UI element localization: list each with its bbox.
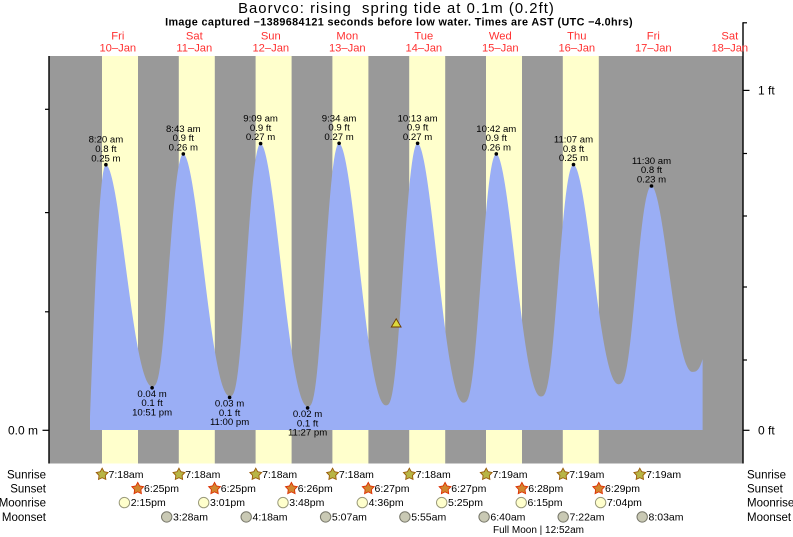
svg-text:0.26 m: 0.26 m [169, 143, 198, 154]
svg-text:7:18am: 7:18am [339, 469, 374, 481]
svg-text:Fri: Fri [647, 30, 660, 42]
svg-text:Sunrise: Sunrise [747, 469, 786, 481]
svg-text:7:04pm: 7:04pm [607, 497, 642, 509]
svg-text:10:42 am: 10:42 am [476, 124, 516, 135]
svg-text:Moonrise: Moonrise [0, 498, 46, 510]
svg-text:11–Jan: 11–Jan [176, 43, 212, 55]
svg-text:7:22am: 7:22am [570, 512, 605, 524]
svg-text:6:27pm: 6:27pm [375, 483, 410, 495]
svg-text:Moonrise: Moonrise [747, 498, 793, 510]
svg-text:Full Moon | 12:52am: Full Moon | 12:52am [493, 525, 584, 536]
svg-text:Fri: Fri [111, 30, 124, 42]
svg-text:14–Jan: 14–Jan [405, 43, 442, 55]
svg-text:0.23 m: 0.23 m [637, 175, 666, 186]
svg-text:0.26 m: 0.26 m [482, 143, 511, 154]
svg-text:Thu: Thu [567, 30, 586, 42]
svg-text:0.27 m: 0.27 m [324, 132, 353, 143]
svg-text:Wed: Wed [489, 30, 512, 42]
svg-text:7:18am: 7:18am [185, 469, 220, 481]
svg-text:10:51 pm: 10:51 pm [132, 408, 172, 419]
svg-text:12–Jan: 12–Jan [252, 43, 289, 55]
svg-text:4:18am: 4:18am [253, 512, 288, 524]
svg-text:Sun: Sun [261, 30, 281, 42]
svg-text:0.9 ft: 0.9 ft [250, 123, 272, 134]
svg-text:0.27 m: 0.27 m [246, 132, 275, 143]
svg-text:3:28am: 3:28am [173, 512, 208, 524]
svg-text:6:25pm: 6:25pm [144, 483, 179, 495]
svg-text:Baorvco: rising spring tide a: Baorvco: rising spring tide at 0.1m (0.2… [238, 1, 555, 17]
svg-text:6:15pm: 6:15pm [528, 497, 563, 509]
svg-text:0.02 m: 0.02 m [293, 409, 322, 420]
svg-text:Sat: Sat [186, 30, 204, 42]
svg-text:Moonset: Moonset [2, 512, 47, 524]
svg-text:8:20 am: 8:20 am [89, 135, 124, 146]
svg-text:6:26pm: 6:26pm [298, 483, 333, 495]
svg-text:0.1 ft: 0.1 ft [141, 398, 163, 409]
svg-text:6:28pm: 6:28pm [528, 483, 563, 495]
svg-text:16–Jan: 16–Jan [558, 43, 595, 55]
svg-text:10–Jan: 10–Jan [99, 43, 136, 55]
svg-text:6:27pm: 6:27pm [451, 483, 486, 495]
svg-text:10:13 am: 10:13 am [398, 113, 438, 124]
svg-text:9:09 am: 9:09 am [243, 114, 278, 125]
svg-text:18–Jan: 18–Jan [711, 43, 748, 55]
svg-text:Moonset: Moonset [747, 512, 792, 524]
svg-text:Sat: Sat [721, 30, 739, 42]
svg-text:11:30 am: 11:30 am [632, 156, 671, 167]
svg-text:7:18am: 7:18am [109, 469, 144, 481]
svg-text:5:25pm: 5:25pm [448, 497, 483, 509]
svg-text:8:03am: 8:03am [649, 512, 684, 524]
svg-text:0.9 ft: 0.9 ft [486, 133, 508, 144]
svg-text:Tue: Tue [414, 30, 433, 42]
svg-text:7:19am: 7:19am [569, 469, 604, 481]
svg-text:0.9 ft: 0.9 ft [407, 123, 429, 134]
svg-text:1 ft: 1 ft [758, 84, 775, 98]
svg-text:9:34 am: 9:34 am [322, 113, 357, 124]
svg-text:11:00 pm: 11:00 pm [210, 417, 249, 428]
svg-text:5:07am: 5:07am [332, 512, 367, 524]
svg-text:Sunrise: Sunrise [7, 469, 46, 481]
svg-text:6:25pm: 6:25pm [221, 483, 256, 495]
svg-text:4:36pm: 4:36pm [369, 497, 404, 509]
svg-text:0.0 m: 0.0 m [8, 423, 38, 437]
svg-text:Mon: Mon [336, 30, 358, 42]
svg-text:0.25 m: 0.25 m [559, 153, 588, 164]
svg-text:0 ft: 0 ft [758, 424, 775, 438]
svg-text:7:18am: 7:18am [416, 469, 451, 481]
svg-text:Sunset: Sunset [10, 484, 47, 496]
svg-text:2:15pm: 2:15pm [131, 497, 166, 509]
svg-text:0.1 ft: 0.1 ft [297, 418, 319, 429]
svg-text:13–Jan: 13–Jan [329, 43, 366, 55]
svg-text:0.9 ft: 0.9 ft [173, 133, 195, 144]
svg-text:11:27 pm: 11:27 pm [288, 428, 327, 439]
svg-text:0.8 ft: 0.8 ft [563, 144, 585, 155]
svg-text:17–Jan: 17–Jan [635, 43, 672, 55]
svg-text:0.1 ft: 0.1 ft [219, 408, 241, 419]
svg-text:5:55am: 5:55am [411, 512, 446, 524]
svg-text:15–Jan: 15–Jan [482, 43, 519, 55]
svg-text:0.25 m: 0.25 m [91, 153, 120, 164]
svg-text:7:18am: 7:18am [262, 469, 297, 481]
svg-text:6:40am: 6:40am [490, 512, 525, 524]
svg-text:3:48pm: 3:48pm [289, 497, 324, 509]
svg-text:0.8 ft: 0.8 ft [641, 165, 663, 176]
svg-text:0.9 ft: 0.9 ft [328, 123, 350, 134]
svg-text:6:29pm: 6:29pm [605, 483, 640, 495]
svg-text:0.27 m: 0.27 m [403, 132, 432, 143]
svg-text:7:19am: 7:19am [646, 469, 681, 481]
svg-text:0.04 m: 0.04 m [137, 389, 166, 400]
svg-text:8:43 am: 8:43 am [166, 124, 201, 135]
svg-text:0.03 m: 0.03 m [215, 399, 244, 410]
svg-text:3:01pm: 3:01pm [210, 497, 245, 509]
svg-text:Sunset: Sunset [747, 484, 784, 496]
svg-text:7:19am: 7:19am [493, 469, 528, 481]
svg-text:Image captured −1389684121 sec: Image captured −1389684121 seconds befor… [165, 16, 633, 28]
svg-text:11:07 am: 11:07 am [554, 135, 593, 146]
svg-text:0.8 ft: 0.8 ft [95, 144, 117, 155]
